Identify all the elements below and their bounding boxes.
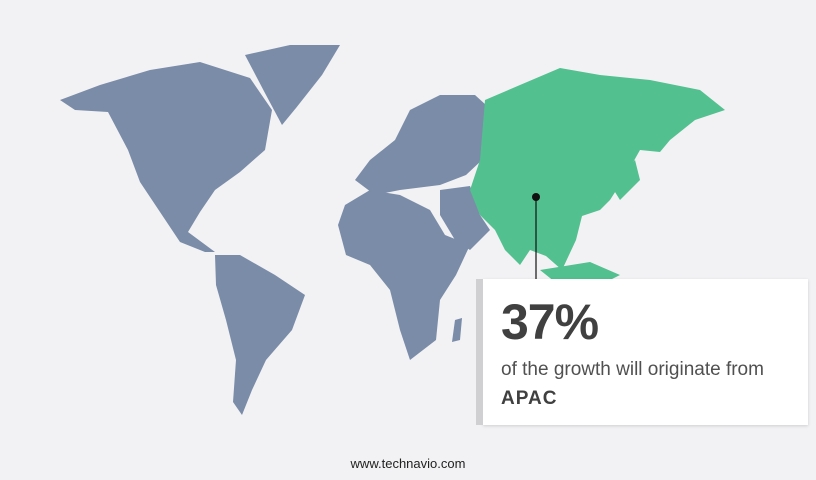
africa [338, 190, 470, 360]
website-footer: www.technavio.com [350, 456, 466, 471]
madagascar [452, 318, 462, 342]
europe [355, 95, 486, 195]
description-text: of the growth will originate from [501, 359, 764, 380]
growth-description: of the growth will originate from APAC [501, 355, 801, 413]
apac-region [470, 68, 725, 286]
greenland [245, 45, 340, 125]
pin-marker [532, 193, 540, 201]
growth-percentage: 37% [501, 294, 599, 350]
middle-east [440, 186, 490, 250]
north-america [60, 62, 272, 252]
south-america [215, 255, 305, 415]
stat-callout: 37% of the growth will originate from AP… [483, 279, 808, 425]
region-name: APAC [501, 388, 558, 409]
